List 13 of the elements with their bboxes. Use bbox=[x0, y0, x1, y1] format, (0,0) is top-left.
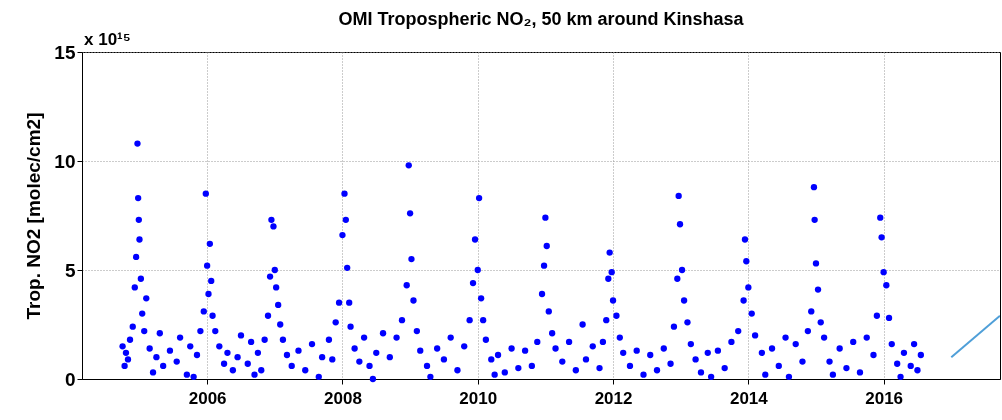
chart-title: OMI Tropospheric NO₂, 50 km around Kinshasa bbox=[338, 9, 745, 29]
x-tick-label: 2008 bbox=[324, 388, 362, 408]
x-tick-label: 2014 bbox=[729, 388, 769, 408]
y-tick-label: 15 bbox=[54, 41, 76, 63]
x-tick-label: 2016 bbox=[865, 388, 904, 408]
y-tick-label: 10 bbox=[54, 150, 76, 172]
x-tick-label: 2006 bbox=[188, 388, 227, 408]
text: x 10¹⁵ bbox=[84, 30, 131, 49]
y-tick-label: 0 bbox=[64, 368, 76, 390]
y-axis-title: Trop. NO2 [molec/cm2] bbox=[23, 112, 45, 320]
x-tick-label: 2012 bbox=[594, 388, 633, 408]
y-tick-label: 5 bbox=[64, 259, 76, 281]
x-tick-label: 2010 bbox=[459, 388, 498, 408]
